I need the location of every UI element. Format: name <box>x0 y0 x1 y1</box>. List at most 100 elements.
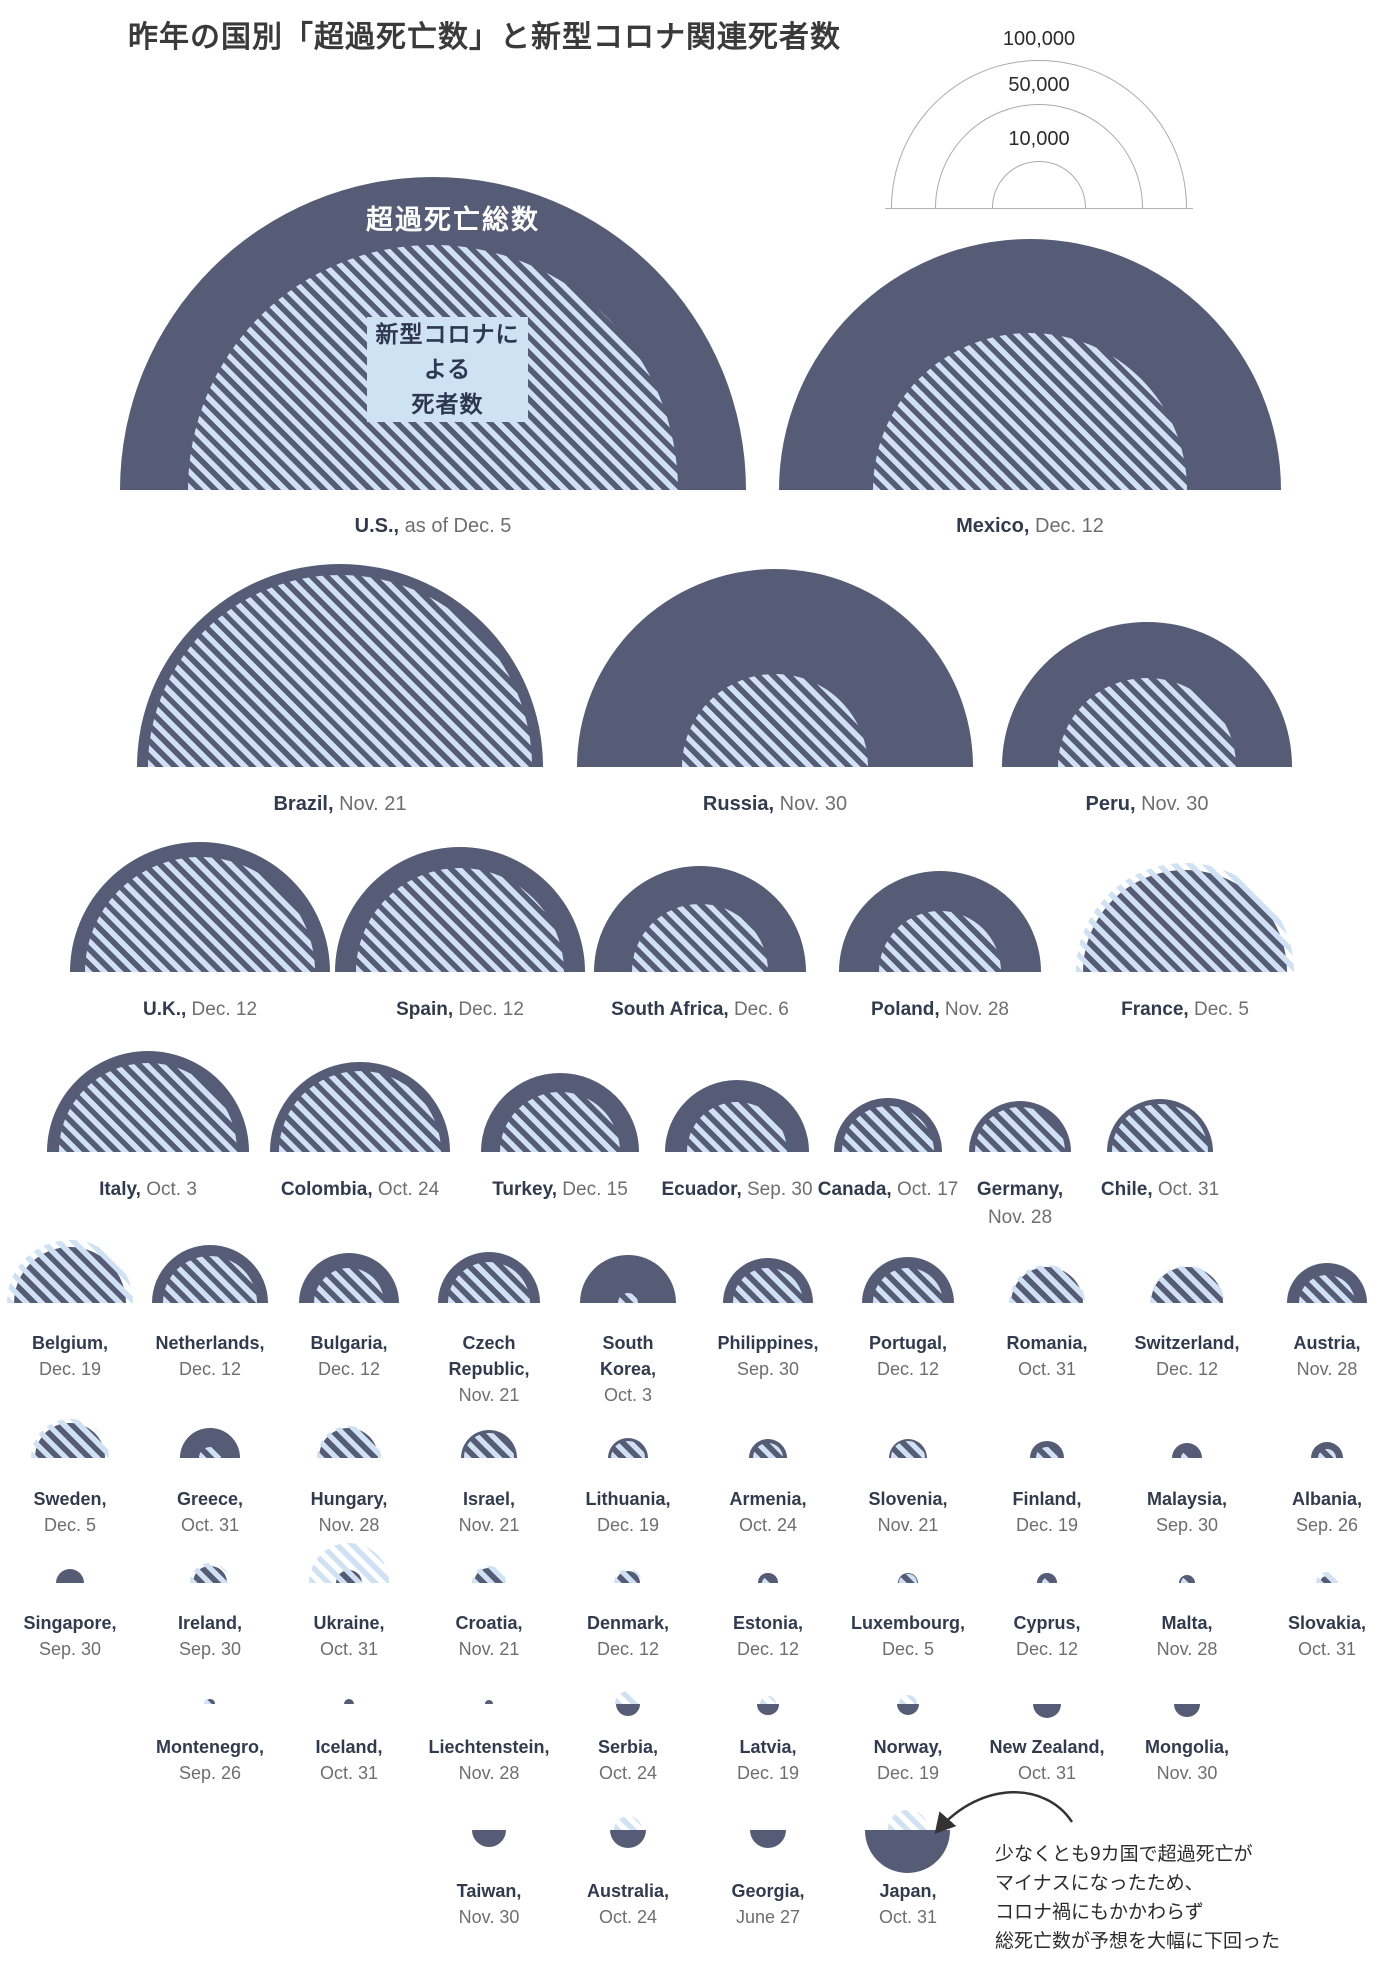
japan-covid-semicircle <box>888 1810 928 1830</box>
liechtenstein-excess-semicircle <box>484 1699 494 1704</box>
turkey-label: Turkey, Dec. 15 <box>492 1179 628 1200</box>
sweden-covid-semicircle <box>30 1418 110 1458</box>
czech-republic-label: Czech Republic, Nov. 21 <box>448 1333 530 1406</box>
albania-covid-semicircle <box>1317 1448 1337 1458</box>
norway-excess-semicircle <box>896 1704 920 1716</box>
philippines-label: Philippines, Sep. 30 <box>717 1333 819 1380</box>
belgium-covid-semicircle <box>6 1239 134 1303</box>
hungary-covid-semicircle <box>317 1426 381 1458</box>
georgia-excess-semicircle <box>749 1830 787 1849</box>
germany-label: Germany, Nov. 28 <box>976 1179 1064 1228</box>
slovakia-label: Slovakia, Oct. 31 <box>1287 1613 1367 1660</box>
montenegro-label: Montenegro, Sep. 26 <box>156 1737 264 1784</box>
lithuania-label: Lithuania, Dec. 19 <box>585 1489 671 1536</box>
colombia-label: Colombia, Oct. 24 <box>280 1179 440 1200</box>
lithuania-covid-semicircle <box>611 1441 645 1458</box>
armenia-covid-semicircle <box>752 1442 784 1458</box>
netherlands-label: Netherlands, Dec. 12 <box>155 1333 265 1380</box>
latvia-excess-semicircle <box>757 1704 779 1715</box>
liechtenstein-label: Liechtenstein, Nov. 28 <box>428 1737 550 1784</box>
covid-deaths-label-line: 新型コロナに <box>375 321 520 347</box>
excess-total-label: 超過死亡総数 <box>366 205 540 235</box>
note-line: コロナ禍にもかかわらず <box>995 1902 1204 1923</box>
cyprus-covid-semicircle <box>1042 1578 1052 1583</box>
chile-label: Chile, Oct. 31 <box>1100 1179 1220 1200</box>
croatia-label: Croatia, Nov. 21 <box>455 1613 523 1660</box>
mongolia-excess-semicircle <box>1174 1704 1200 1717</box>
negative-excess-note: 少なくとも9カ国で超過死亡が マイナスになったため、 コロナ禍にもかかわらず 総… <box>995 1840 1280 1956</box>
note-line: 総死亡数が予想を大幅に下回った <box>995 1931 1281 1952</box>
legend-label-100000: 100,000 <box>1002 28 1076 50</box>
iceland-label: Iceland, Oct. 31 <box>315 1737 383 1784</box>
malta-covid-semicircle <box>1181 1577 1193 1583</box>
estonia-covid-semicircle <box>761 1576 775 1583</box>
france-covid-semicircle <box>1075 862 1295 972</box>
legend-baseline <box>885 208 1193 209</box>
serbia-label: Serbia, Oct. 24 <box>597 1737 659 1784</box>
ukraine-label: Ukraine, Oct. 31 <box>313 1613 385 1660</box>
page-title: 昨年の国別「超過死亡数」と新型コロナ関連死者数 <box>128 21 841 54</box>
switzerland-covid-semicircle <box>1150 1266 1224 1303</box>
italy-label: Italy, Oct. 3 <box>99 1179 197 1200</box>
cyprus-label: Cyprus, Dec. 12 <box>1013 1613 1081 1660</box>
brazil-label: Brazil, Nov. 21 <box>273 793 407 815</box>
portugal-label: Portugal, Dec. 12 <box>868 1333 948 1380</box>
spain-label: Spain, Dec. 12 <box>396 999 524 1020</box>
peru-label: Peru, Nov. 30 <box>1085 793 1209 815</box>
luxembourg-label: Luxembourg, Dec. 5 <box>850 1613 966 1660</box>
armenia-label: Armenia, Oct. 24 <box>729 1489 807 1536</box>
bulgaria-label: Bulgaria, Dec. 12 <box>310 1333 388 1380</box>
denmark-label: Denmark, Dec. 12 <box>586 1613 670 1660</box>
estonia-label: Estonia, Dec. 12 <box>732 1613 804 1660</box>
singapore-excess-semicircle <box>56 1569 84 1583</box>
russia-label: Russia, Nov. 30 <box>702 793 848 815</box>
belgium-label: Belgium, Dec. 19 <box>31 1333 109 1380</box>
austria-label: Austria, Nov. 28 <box>1293 1333 1361 1380</box>
new-zealand-label: New Zealand, Oct. 31 <box>989 1737 1105 1784</box>
mexico-label: Mexico, Dec. 12 <box>956 515 1104 537</box>
australia-excess-semicircle <box>609 1830 647 1849</box>
ireland-label: Ireland, Sep. 30 <box>177 1613 243 1660</box>
australia-label: Australia, Oct. 24 <box>586 1881 670 1928</box>
taiwan-label: Taiwan, Nov. 30 <box>456 1881 522 1928</box>
covid-deaths-label-line: 死者数 <box>411 391 484 417</box>
hungary-label: Hungary, Nov. 28 <box>310 1489 388 1536</box>
ireland-covid-semicircle <box>190 1563 230 1583</box>
japan-label: Japan, Oct. 31 <box>878 1881 938 1928</box>
israel-label: Israel, Nov. 21 <box>458 1489 520 1536</box>
denmark-covid-semicircle <box>613 1568 643 1583</box>
south-africa-label: South Africa, Dec. 6 <box>611 999 789 1020</box>
australia-covid-semicircle <box>614 1816 642 1830</box>
taiwan-excess-semicircle <box>471 1830 507 1848</box>
croatia-covid-semicircle <box>472 1566 506 1583</box>
u-k--label: U.K., Dec. 12 <box>142 999 258 1020</box>
ukraine-covid-semicircle <box>308 1542 390 1583</box>
montenegro-covid-semicircle <box>204 1698 216 1704</box>
georgia-label: Georgia, June 27 <box>731 1881 805 1928</box>
covid-deaths-label: 新型コロナに よる 死者数 <box>367 317 528 422</box>
ecuador-label: Ecuador, Sep. 30 <box>661 1179 813 1200</box>
covid-deaths-label-line: よる <box>423 356 472 382</box>
latvia-covid-semicircle <box>759 1695 777 1704</box>
greece-label: Greece, Oct. 31 <box>176 1489 244 1536</box>
slovenia-label: Slovenia, Nov. 21 <box>868 1489 948 1536</box>
finland-label: Finland, Dec. 19 <box>1012 1489 1082 1536</box>
switzerland-label: Switzerland, Dec. 12 <box>1134 1333 1240 1380</box>
poland-label: Poland, Nov. 28 <box>871 999 1009 1020</box>
singapore-label: Singapore, Sep. 30 <box>23 1613 117 1660</box>
norway-covid-semicircle <box>898 1694 918 1704</box>
greece-covid-semicircle <box>198 1446 222 1458</box>
new-zealand-excess-semicircle <box>1032 1704 1062 1719</box>
norway-label: Norway, Dec. 19 <box>873 1737 943 1784</box>
malaysia-excess-semicircle <box>1171 1442 1203 1458</box>
mongolia-label: Mongolia, Nov. 30 <box>1145 1737 1229 1784</box>
france-label: France, Dec. 5 <box>1121 999 1249 1020</box>
romania-covid-semicircle <box>1008 1264 1086 1303</box>
iceland-excess-semicircle <box>343 1698 355 1704</box>
brazil-covid-semicircle <box>148 575 532 767</box>
south-korea-label: South Korea, Oct. 3 <box>599 1333 657 1406</box>
finland-covid-semicircle <box>1036 1447 1058 1458</box>
albania-label: Albania, Sep. 26 <box>1291 1489 1363 1536</box>
japan-excess-semicircle <box>865 1830 951 1873</box>
note-line: マイナスになったため、 <box>995 1873 1204 1894</box>
